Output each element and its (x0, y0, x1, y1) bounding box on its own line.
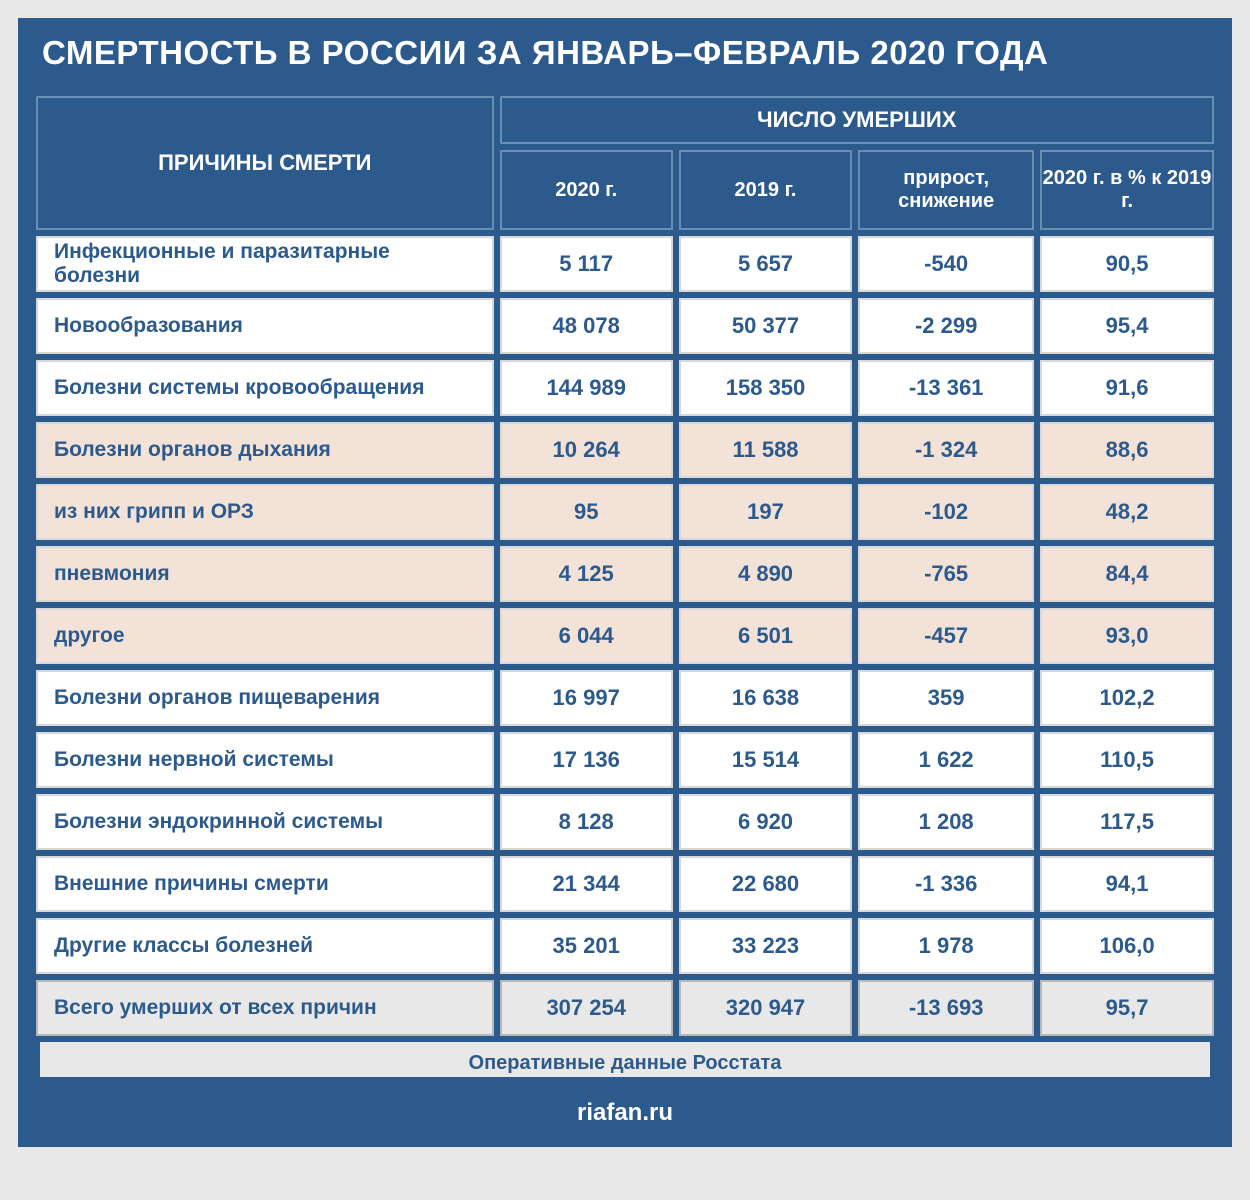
data-cell: 197 (679, 484, 852, 540)
data-cell: 91,6 (1040, 360, 1214, 416)
data-cell: 307 254 (500, 980, 673, 1036)
table-row: Новообразования48 07850 377-2 29995,4 (36, 298, 1214, 354)
cause-label: Инфекционные и паразитарные болезни (36, 236, 494, 292)
data-cell: -1 324 (858, 422, 1034, 478)
data-cell: 48,2 (1040, 484, 1214, 540)
data-cell: -13 693 (858, 980, 1034, 1036)
data-cell: 6 044 (500, 608, 673, 664)
site-credit: riafan.ru (20, 1081, 1230, 1145)
cause-label: Новообразования (36, 298, 494, 354)
header-super: ЧИСЛО УМЕРШИХ (500, 96, 1214, 144)
table-row: Другие классы болезней35 20133 2231 9781… (36, 918, 1214, 974)
data-cell: 48 078 (500, 298, 673, 354)
data-cell: 33 223 (679, 918, 852, 974)
cause-label: Другие классы болезней (36, 918, 494, 974)
table-row: Инфекционные и паразитарные болезни5 117… (36, 236, 1214, 292)
data-cell: 15 514 (679, 732, 852, 788)
data-cell: 50 377 (679, 298, 852, 354)
data-cell: 1 978 (858, 918, 1034, 974)
data-cell: 320 947 (679, 980, 852, 1036)
table-row: Болезни нервной системы17 13615 5141 622… (36, 732, 1214, 788)
data-cell: 359 (858, 670, 1034, 726)
data-cell: 16 997 (500, 670, 673, 726)
data-cell: -13 361 (858, 360, 1034, 416)
data-cell: -540 (858, 236, 1034, 292)
data-cell: 95 (500, 484, 673, 540)
source-note: Оперативные данные Росстата (40, 1042, 1210, 1077)
data-cell: 94,1 (1040, 856, 1214, 912)
data-cell: 110,5 (1040, 732, 1214, 788)
table-row: из них грипп и ОРЗ95197-10248,2 (36, 484, 1214, 540)
data-cell: 117,5 (1040, 794, 1214, 850)
mortality-table: ПРИЧИНЫ СМЕРТИ ЧИСЛО УМЕРШИХ 2020 г. 201… (30, 90, 1220, 1042)
cause-label: Болезни системы кровообращения (36, 360, 494, 416)
data-cell: -1 336 (858, 856, 1034, 912)
data-cell: 17 136 (500, 732, 673, 788)
data-cell: 6 920 (679, 794, 852, 850)
header-percent: 2020 г. в % к 2019 г. (1040, 150, 1214, 230)
data-cell: -102 (858, 484, 1034, 540)
data-cell: -457 (858, 608, 1034, 664)
data-cell: 106,0 (1040, 918, 1214, 974)
data-cell: 4 125 (500, 546, 673, 602)
data-cell: 6 501 (679, 608, 852, 664)
cause-label: Болезни эндокринной системы (36, 794, 494, 850)
data-cell: 88,6 (1040, 422, 1214, 478)
cause-label: Болезни органов дыхания (36, 422, 494, 478)
cause-label: другое (36, 608, 494, 664)
cause-label: Болезни органов пищеварения (36, 670, 494, 726)
header-2019: 2019 г. (679, 150, 852, 230)
data-cell: 158 350 (679, 360, 852, 416)
table-wrapper: ПРИЧИНЫ СМЕРТИ ЧИСЛО УМЕРШИХ 2020 г. 201… (20, 90, 1230, 1081)
data-cell: 5 657 (679, 236, 852, 292)
table-row: Болезни органов пищеварения16 99716 6383… (36, 670, 1214, 726)
data-cell: 1 622 (858, 732, 1034, 788)
main-title: СМЕРТНОСТЬ В РОССИИ ЗА ЯНВАРЬ–ФЕВРАЛЬ 20… (20, 20, 1230, 90)
header-change: прирост, снижение (858, 150, 1034, 230)
table-row: Внешние причины смерти21 34422 680-1 336… (36, 856, 1214, 912)
table-row: пневмония4 1254 890-76584,4 (36, 546, 1214, 602)
data-cell: 8 128 (500, 794, 673, 850)
data-cell: 90,5 (1040, 236, 1214, 292)
data-cell: 4 890 (679, 546, 852, 602)
table-row: Болезни системы кровообращения144 989158… (36, 360, 1214, 416)
data-cell: 35 201 (500, 918, 673, 974)
data-cell: 84,4 (1040, 546, 1214, 602)
data-cell: 11 588 (679, 422, 852, 478)
cause-label: из них грипп и ОРЗ (36, 484, 494, 540)
data-cell: -2 299 (858, 298, 1034, 354)
cause-label: Всего умерших от всех причин (36, 980, 494, 1036)
table-row: Болезни органов дыхания10 26411 588-1 32… (36, 422, 1214, 478)
data-cell: 95,7 (1040, 980, 1214, 1036)
cause-label: Болезни нервной системы (36, 732, 494, 788)
data-cell: 22 680 (679, 856, 852, 912)
table-row: Болезни эндокринной системы8 1286 9201 2… (36, 794, 1214, 850)
data-cell: 93,0 (1040, 608, 1214, 664)
data-cell: 144 989 (500, 360, 673, 416)
data-cell: 102,2 (1040, 670, 1214, 726)
infographic-container: СМЕРТНОСТЬ В РОССИИ ЗА ЯНВАРЬ–ФЕВРАЛЬ 20… (18, 18, 1232, 1147)
header-2020: 2020 г. (500, 150, 673, 230)
data-cell: 10 264 (500, 422, 673, 478)
data-cell: -765 (858, 546, 1034, 602)
header-cause: ПРИЧИНЫ СМЕРТИ (36, 96, 494, 230)
cause-label: пневмония (36, 546, 494, 602)
data-cell: 95,4 (1040, 298, 1214, 354)
cause-label: Внешние причины смерти (36, 856, 494, 912)
table-row: другое6 0446 501-45793,0 (36, 608, 1214, 664)
table-row: Всего умерших от всех причин307 254320 9… (36, 980, 1214, 1036)
data-cell: 5 117 (500, 236, 673, 292)
data-cell: 1 208 (858, 794, 1034, 850)
data-cell: 16 638 (679, 670, 852, 726)
data-cell: 21 344 (500, 856, 673, 912)
